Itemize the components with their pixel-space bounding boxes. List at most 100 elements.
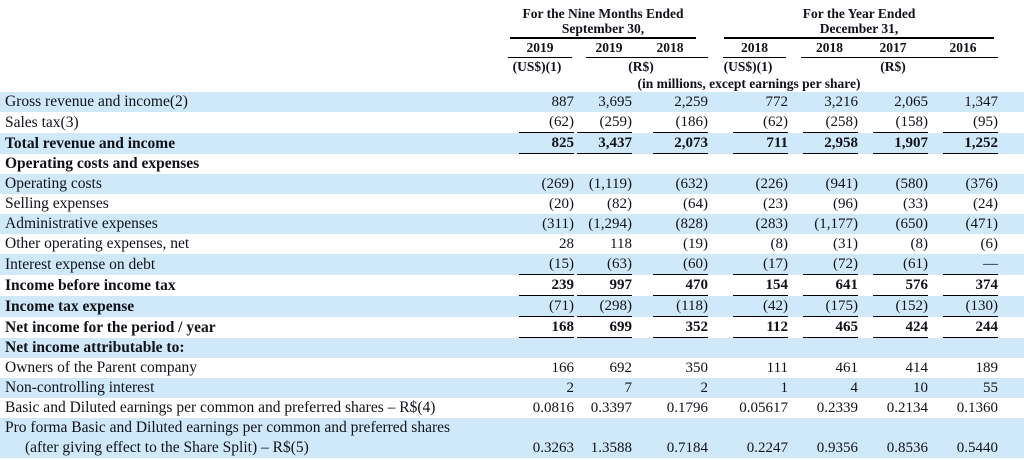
cell-value: 4 bbox=[788, 378, 859, 398]
cell-value: (8) bbox=[708, 234, 789, 254]
row-label: Total revenue and income bbox=[0, 133, 500, 154]
cell-value: (63) bbox=[574, 254, 632, 275]
cell-value: (1,119) bbox=[574, 174, 632, 194]
cell-value: 352 bbox=[632, 317, 709, 338]
cell-value bbox=[500, 338, 574, 358]
table-row: Gross revenue and income(2) 887 3,695 2,259… bbox=[0, 92, 1024, 112]
row-label: Net income attributable to: bbox=[0, 338, 500, 358]
year-header: 2018 bbox=[816, 40, 844, 55]
row-label: Non-controlling interest bbox=[0, 378, 500, 398]
year-header: 2018 bbox=[708, 39, 788, 58]
cell-value: 641 bbox=[788, 275, 859, 296]
row-right-spacer bbox=[998, 275, 1024, 296]
cell-value: 2,073 bbox=[632, 133, 709, 154]
cell-value: (20) bbox=[500, 194, 574, 214]
cell-value: (311) bbox=[500, 214, 574, 234]
cell-value: (376) bbox=[928, 174, 999, 194]
row-right-spacer bbox=[998, 214, 1024, 234]
cell-value: 997 bbox=[574, 275, 632, 296]
row-label: Operating costs bbox=[0, 174, 500, 194]
row-label: Income tax expense bbox=[0, 296, 500, 317]
unit-note-row: (in millions, except earnings per share) bbox=[0, 76, 1024, 92]
table-row: Sales tax(3) (62) (259) (186) (62) (258) (158)… bbox=[0, 112, 1024, 133]
group-title-line2: September 30, bbox=[561, 21, 645, 36]
cell-value: 2,958 bbox=[788, 133, 859, 154]
cell-value: 118 bbox=[574, 234, 632, 254]
row-label: Owners of the Parent company bbox=[0, 358, 500, 378]
row-label: Net income for the period / year bbox=[0, 317, 500, 338]
table-row: Interest expense on debt (15) (63) (60) (17)… bbox=[0, 254, 1024, 275]
currency-label-brl: (R$) bbox=[628, 59, 654, 74]
cell-value: 470 bbox=[632, 275, 709, 296]
cell-value bbox=[858, 338, 929, 358]
cell-value: 0.9356 bbox=[788, 418, 859, 458]
cell-value: (33) bbox=[858, 194, 929, 214]
cell-value: 239 bbox=[500, 275, 574, 296]
cell-value bbox=[574, 154, 632, 174]
table-row: Operating costs (269) (1,119) (632) (226) (94… bbox=[0, 174, 1024, 194]
cell-value: 692 bbox=[574, 358, 632, 378]
cell-value: 1 bbox=[708, 378, 789, 398]
cell-value: (96) bbox=[788, 194, 859, 214]
row-label: Interest expense on debt bbox=[0, 254, 500, 275]
cell-value: 3,216 bbox=[788, 92, 859, 112]
cell-value: 55 bbox=[928, 378, 999, 398]
table-row: Income before income tax 239 997 470 154 641 5… bbox=[0, 275, 1024, 296]
year-header-trio: 2018 2017 2016 bbox=[788, 39, 999, 58]
table-row: Net income attributable to: bbox=[0, 338, 1024, 358]
cell-value: (186) bbox=[632, 112, 709, 133]
table-row: Other operating expenses, net 28 118 (19) (8… bbox=[0, 234, 1024, 254]
cell-value: 887 bbox=[500, 92, 574, 112]
currency-label-usd: (US$)(1) bbox=[723, 59, 773, 74]
cell-value: 0.2339 bbox=[788, 398, 859, 418]
row-right-spacer bbox=[998, 418, 1024, 458]
cell-value: (6) bbox=[928, 234, 999, 254]
cell-value: 711 bbox=[708, 133, 789, 154]
row-right-spacer bbox=[998, 254, 1024, 275]
cell-value: 0.2134 bbox=[858, 398, 929, 418]
row-right-spacer bbox=[998, 378, 1024, 398]
unit-note: (in millions, except earnings per share) bbox=[637, 76, 861, 91]
cell-value: (226) bbox=[708, 174, 789, 194]
row-right-spacer bbox=[998, 234, 1024, 254]
cell-value: 2 bbox=[500, 378, 574, 398]
cell-value: (158) bbox=[858, 112, 929, 133]
year-header: 2017 bbox=[879, 40, 907, 55]
year-header: 2018 bbox=[656, 40, 684, 55]
row-label: Sales tax(3) bbox=[0, 112, 500, 133]
cell-value: (283) bbox=[708, 214, 789, 234]
cell-value: 1,252 bbox=[928, 133, 999, 154]
cell-value: 111 bbox=[708, 358, 789, 378]
cell-value: (130) bbox=[928, 296, 999, 317]
year-header: 2019 bbox=[595, 40, 623, 55]
cell-value: 2,065 bbox=[858, 92, 929, 112]
cell-value: 7 bbox=[574, 378, 632, 398]
cell-value bbox=[788, 154, 859, 174]
cell-value: 10 bbox=[858, 378, 929, 398]
row-label: Pro forma Basic and Diluted earnings per… bbox=[0, 418, 500, 458]
cell-value: 465 bbox=[788, 317, 859, 338]
row-right-spacer bbox=[998, 92, 1024, 112]
table-row: Basic and Diluted earnings per common an… bbox=[0, 398, 1024, 418]
cell-value: (175) bbox=[788, 296, 859, 317]
cell-value: 699 bbox=[574, 317, 632, 338]
cell-value: 2 bbox=[632, 378, 709, 398]
cell-value: 154 bbox=[708, 275, 789, 296]
cell-value bbox=[500, 154, 574, 174]
cell-value: 0.2247 bbox=[708, 418, 789, 458]
cell-value: (95) bbox=[928, 112, 999, 133]
cell-value: 576 bbox=[858, 275, 929, 296]
table-row: Pro forma Basic and Diluted earnings per… bbox=[0, 418, 1024, 458]
cell-value: 350 bbox=[632, 358, 709, 378]
currency-label-brl: (R$) bbox=[880, 59, 906, 74]
cell-value: (42) bbox=[708, 296, 789, 317]
cell-value: 0.7184 bbox=[632, 418, 709, 458]
cell-value: (828) bbox=[632, 214, 709, 234]
currency-label-usd: (US$)(1) bbox=[512, 59, 562, 74]
group-header-row: For the Nine Months Ended September 30, … bbox=[0, 0, 1024, 39]
cell-value: 1.3588 bbox=[574, 418, 632, 458]
table-row: Income tax expense (71) (298) (118) (42) (175… bbox=[0, 296, 1024, 317]
cell-value: 772 bbox=[708, 92, 789, 112]
row-label: Basic and Diluted earnings per common an… bbox=[0, 398, 500, 418]
